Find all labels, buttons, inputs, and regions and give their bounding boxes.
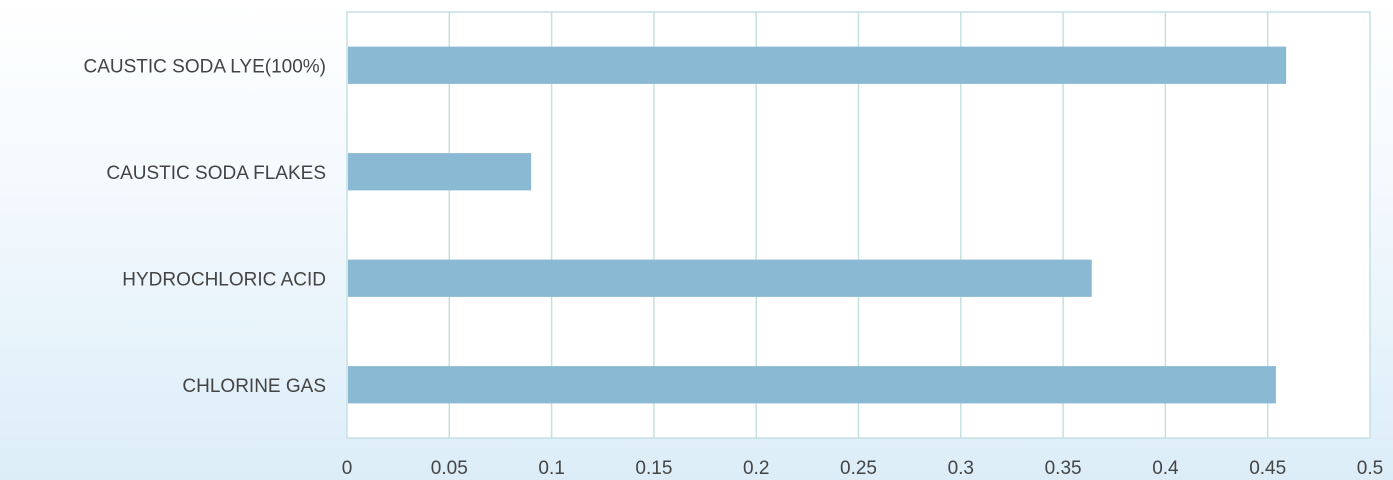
category-label: CHLORINE GAS: [182, 376, 326, 397]
category-label: CAUSTIC SODA LYE(100%): [83, 56, 326, 77]
x-tick-label: 0.2: [743, 458, 769, 479]
x-tick-label: 0.15: [635, 458, 672, 479]
x-tick-labels: 0 0.05 0.1 0.15 0.2 0.25 0.3 0.35 0.4 0.45 0.5: [342, 458, 1384, 479]
x-tick-label: 0.05: [431, 458, 468, 479]
x-tick-label: 0.4: [1152, 458, 1179, 479]
category-label: HYDROCHLORIC ACID: [122, 269, 326, 290]
x-tick-label: 0.45: [1249, 458, 1286, 479]
bar: [348, 46, 1287, 84]
x-tick-label: 0: [342, 458, 353, 479]
bar: [348, 153, 532, 191]
x-tick-label: 0.1: [538, 458, 564, 479]
category-label: CAUSTIC SODA FLAKES: [106, 163, 326, 184]
bar: [348, 366, 1276, 404]
x-tick-label: 0.5: [1357, 458, 1383, 479]
x-tick-label: 0.3: [948, 458, 974, 479]
x-tick-label: 0.25: [840, 458, 877, 479]
category-labels: CAUSTIC SODA LYE(100%) CAUSTIC SODA FLAKE…: [83, 56, 326, 397]
x-tick-label: 0.35: [1045, 458, 1082, 479]
bars: [348, 46, 1287, 404]
bar: [348, 259, 1092, 297]
